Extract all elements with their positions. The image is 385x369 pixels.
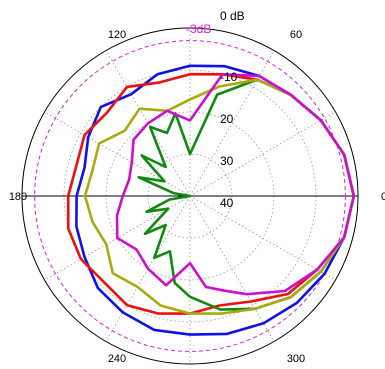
grid-spoke-300 (189, 195, 275, 342)
reference-circle (34, 40, 346, 352)
angle-label-240: 240 (108, 353, 126, 365)
series-line-4 (83, 78, 356, 315)
series-line-3 (137, 78, 356, 311)
angle-label-120: 120 (108, 29, 126, 41)
grid-spoke-60 (189, 50, 275, 197)
radial-tick-label-3: 30 (220, 154, 234, 168)
labels-layer: 0 dB -10 20 30 40 -3dB 0 60 120 180 240 300 (9, 9, 385, 365)
radial-tick-label-1: -10 (220, 70, 238, 84)
grid-spoke-30 (189, 111, 336, 197)
grid-spoke-330 (189, 195, 336, 281)
radial-tick-label-0: 0 dB (220, 9, 245, 23)
series-line-1 (75, 64, 356, 336)
reference-line-3db (34, 40, 346, 352)
angle-label-180: 180 (9, 191, 27, 203)
radial-tick-label-4: 40 (220, 196, 234, 210)
angle-label-300: 300 (287, 353, 305, 365)
reference-line-label: -3dB (186, 22, 211, 36)
angle-label-0: 0 (381, 191, 385, 203)
angle-label-60: 60 (290, 29, 302, 41)
grid-spoke-150 (44, 111, 191, 197)
series-layer (66, 64, 356, 336)
radial-tick-label-2: 20 (220, 112, 234, 126)
series-line-5 (115, 73, 356, 296)
